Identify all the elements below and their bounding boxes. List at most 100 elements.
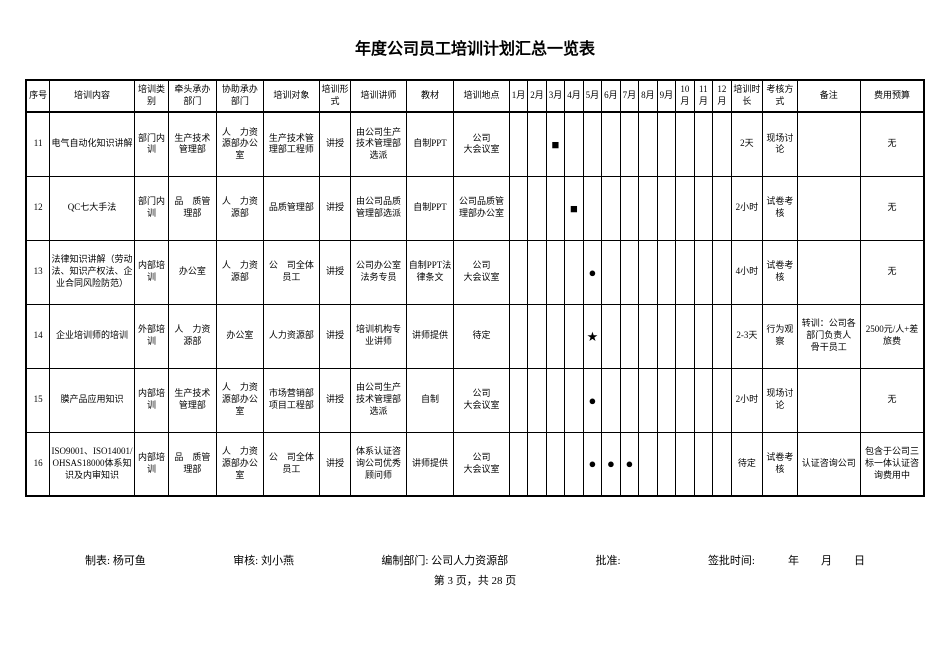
cell (620, 176, 638, 240)
cell (528, 368, 546, 432)
col-header: 3月 (546, 80, 564, 112)
cell: 讲授 (319, 304, 351, 368)
cell (713, 112, 731, 176)
col-header: 2月 (528, 80, 546, 112)
cell: ISO9001、ISO14001/OHSAS18000体系知识及内审知识 (50, 432, 135, 496)
col-header: 6月 (602, 80, 620, 112)
cell: 2小时 (731, 368, 763, 432)
col-header: 备注 (797, 80, 860, 112)
cell: 外部培训 (134, 304, 168, 368)
col-header: 5月 (583, 80, 601, 112)
cell (620, 368, 638, 432)
cell: 无 (860, 112, 924, 176)
col-header: 协助承办部门 (216, 80, 264, 112)
cell (797, 176, 860, 240)
cell: 13 (26, 240, 50, 304)
cell: 由公司品质管理部选派 (351, 176, 406, 240)
cell: 自制PPT法律条文 (406, 240, 454, 304)
cell: 讲师提供 (406, 304, 454, 368)
footer: 制表: 杨可鱼 审核: 刘小燕 编制部门: 公司人力资源部 批准: 签批时间: … (25, 552, 925, 568)
cell: 讲授 (319, 240, 351, 304)
cell: ■ (565, 176, 583, 240)
cell: 市场营销部项目工程部 (264, 368, 319, 432)
checker-label: 审核: (233, 555, 258, 567)
cell: 2天 (731, 112, 763, 176)
cell: 体系认证咨询公司优秀顾问师 (351, 432, 406, 496)
cell (676, 368, 694, 432)
cell: 4小时 (731, 240, 763, 304)
cell: 人 力资源部 (216, 240, 264, 304)
cell (565, 112, 583, 176)
cell: 生产技术管理部 (169, 368, 217, 432)
maker-label: 制表: (85, 555, 110, 567)
cell: 品质管理部 (264, 176, 319, 240)
cell (639, 304, 657, 368)
cell (676, 240, 694, 304)
cell: 法律知识讲解（劳动法、知识产权法、企业合同风险防范） (50, 240, 135, 304)
cell (602, 112, 620, 176)
cell: 内部培训 (134, 432, 168, 496)
cell: 培训机构专业讲师 (351, 304, 406, 368)
cell (676, 432, 694, 496)
cell: 转训：公司各部门负责人骨干员工 (797, 304, 860, 368)
dept-label: 编制部门: (381, 555, 428, 567)
cell: 12 (26, 176, 50, 240)
cell: ● (620, 432, 638, 496)
cell: 16 (26, 432, 50, 496)
cell (509, 432, 527, 496)
cell (639, 240, 657, 304)
cell: 待定 (454, 304, 509, 368)
cell: 2-3天 (731, 304, 763, 368)
cell: 由公司生产技术管理部选派 (351, 368, 406, 432)
cell (528, 112, 546, 176)
cell (528, 176, 546, 240)
cell (657, 304, 675, 368)
cell: 品 质管理部 (169, 432, 217, 496)
sign-label: 签批时间: (708, 555, 755, 567)
cell (639, 112, 657, 176)
col-header: 培训形式 (319, 80, 351, 112)
cell: 人 力资源部 (216, 176, 264, 240)
cell (602, 368, 620, 432)
cell: ● (583, 432, 601, 496)
cell: QC七大手法 (50, 176, 135, 240)
col-header: 11月 (694, 80, 712, 112)
cell (528, 304, 546, 368)
cell (639, 176, 657, 240)
cell: 人力资源部 (264, 304, 319, 368)
cell (694, 240, 712, 304)
cell: 内部培训 (134, 240, 168, 304)
cell: ■ (546, 112, 564, 176)
cell: 认证咨询公司 (797, 432, 860, 496)
cell: 试卷考核 (763, 176, 797, 240)
cell: 部门内训 (134, 176, 168, 240)
cell (620, 240, 638, 304)
col-header: 9月 (657, 80, 675, 112)
cell (602, 240, 620, 304)
col-header: 考核方式 (763, 80, 797, 112)
cell (694, 112, 712, 176)
cell: 膜产品应用知识 (50, 368, 135, 432)
page-title: 年度公司员工培训计划汇总一览表 (25, 35, 925, 59)
cell: 部门内训 (134, 112, 168, 176)
col-header: 培训时长 (731, 80, 763, 112)
cell (528, 432, 546, 496)
cell (509, 112, 527, 176)
col-header: 4月 (565, 80, 583, 112)
cell (546, 240, 564, 304)
pager: 第 3 页，共 28 页 (25, 572, 925, 588)
cell (620, 304, 638, 368)
cell: 企业培训师的培训 (50, 304, 135, 368)
cell (694, 432, 712, 496)
col-header: 培训地点 (454, 80, 509, 112)
cell (676, 304, 694, 368)
table-row: 11电气自动化知识讲解部门内训生产技术管理部人 力资源部办公室生产技术管理部工程… (26, 112, 924, 176)
cell: 公司品质管理部办公室 (454, 176, 509, 240)
cell (565, 368, 583, 432)
cell: 2500元/人+差旅费 (860, 304, 924, 368)
cell: 现场讨论 (763, 368, 797, 432)
cell (509, 304, 527, 368)
cell: 试卷考核 (763, 240, 797, 304)
cell: 讲授 (319, 432, 351, 496)
cell (583, 112, 601, 176)
